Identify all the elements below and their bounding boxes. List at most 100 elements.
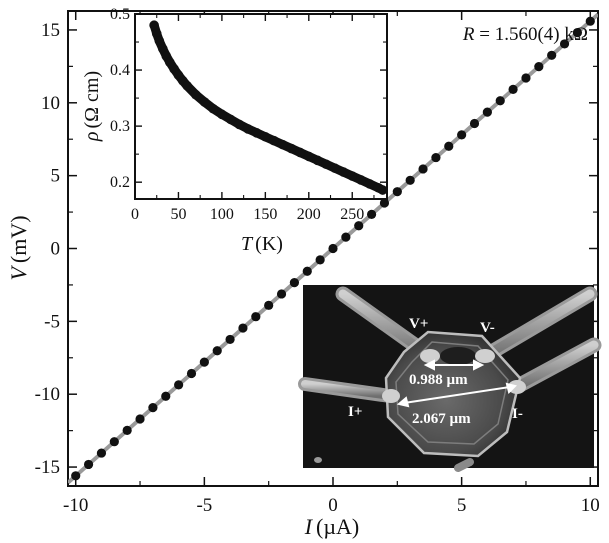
data-point (83, 459, 94, 470)
inset-y-tick-label: 0.5 (110, 6, 130, 23)
y-tick-label: -5 (44, 311, 60, 332)
data-point (122, 425, 132, 435)
x-tick-label: 10 (581, 495, 600, 516)
label-v-plus: V+ (409, 316, 428, 332)
inset-x-tick-label: 150 (253, 206, 277, 223)
inset-y-tick-label: 0.4 (110, 62, 130, 79)
inset-data-point (260, 131, 271, 142)
data-point (559, 39, 570, 49)
data-point (212, 346, 222, 356)
x-tick-label: -5 (196, 495, 212, 516)
y-tick-label: 5 (51, 166, 61, 187)
inset-data-point (364, 179, 375, 189)
x-tick-label: 0 (328, 495, 338, 516)
inset-data-point (321, 159, 331, 170)
data-point (469, 118, 480, 129)
inset-y-axis-unit: (Ω cm) (81, 71, 103, 129)
y-tick-label: -10 (35, 384, 60, 405)
distance-arrow-outer (396, 382, 517, 408)
inset-axis-ticks (134, 13, 387, 199)
main-y-tick-labels: -15 -10 -5 0 5 10 15 (35, 20, 60, 478)
inset-data-point (182, 80, 192, 91)
data-point (482, 107, 492, 117)
inset-x-tick-label: 0 (131, 206, 139, 223)
inset-y-tick-labels: 0.2 0.3 0.4 0.5 (110, 6, 130, 191)
inset-data-point (191, 89, 201, 100)
data-point (354, 221, 364, 231)
inset-y-axis-symbol: ρ (81, 132, 103, 143)
y-tick-label: 10 (41, 93, 60, 114)
x-axis-unit: (µA) (316, 514, 359, 539)
data-point (534, 62, 544, 72)
data-point (199, 357, 209, 367)
label-outer-distance: 2.067 µm (412, 411, 471, 427)
y-axis-unit: (mV) (6, 215, 31, 263)
data-point (264, 300, 274, 310)
resistance-annotation: R = 1.560(4) kΩ (462, 24, 588, 45)
data-point (276, 289, 287, 299)
data-point (148, 403, 158, 413)
inset-data-point (251, 128, 262, 138)
inset-x-tick-label: 50 (170, 206, 186, 223)
inset-data-point (330, 163, 340, 173)
data-point (302, 266, 312, 276)
inset-x-axis-unit: (K) (255, 233, 283, 255)
data-point (457, 130, 467, 140)
data-point (251, 312, 261, 322)
data-point (328, 243, 338, 254)
inset-data-point (277, 139, 288, 150)
label-i-minus: I- (512, 406, 523, 422)
inset-data-point (295, 147, 305, 158)
inset-data-point (151, 28, 162, 39)
label-inner-distance: 0.988 µm (409, 372, 468, 388)
inset-data-point (149, 20, 159, 31)
inset-data-point (377, 185, 387, 195)
inset-data-point (217, 109, 227, 120)
data-point (444, 141, 454, 151)
data-point (405, 175, 415, 185)
data-point (135, 414, 145, 424)
inset-x-axis-symbol: T (241, 233, 254, 255)
inset-data-point (303, 151, 314, 162)
data-point (572, 27, 583, 38)
distance-arrow-inner (423, 359, 485, 371)
main-x-tick-labels: -10 -5 0 5 10 (63, 495, 600, 516)
y-tick-label: 15 (41, 20, 60, 41)
data-point (225, 334, 235, 345)
inset-y-tick-label: 0.2 (110, 174, 130, 191)
inset-data-point (158, 43, 168, 54)
data-point (174, 380, 184, 390)
y-axis-title: V (mV) (6, 215, 31, 280)
data-point (315, 255, 325, 265)
data-point (289, 277, 300, 288)
data-point (585, 16, 595, 26)
inset-x-tick-label: 200 (297, 206, 321, 223)
contact-wires (298, 286, 602, 472)
label-i-plus: I+ (348, 404, 362, 420)
inset-data-point (234, 119, 245, 130)
inset-data-point (154, 36, 165, 46)
data-point (508, 84, 518, 94)
data-point (96, 448, 107, 458)
x-axis-symbol: I (304, 514, 314, 539)
data-point (161, 391, 171, 401)
inset-x-tick-labels: 0 50 100 150 200 250 (131, 206, 364, 223)
data-point (392, 187, 402, 197)
inset-data-point (286, 143, 297, 154)
x-tick-label: -10 (63, 495, 88, 516)
data-point (418, 164, 428, 174)
data-point (341, 232, 351, 242)
data-point (521, 73, 531, 83)
x-axis-title: I (µA) (304, 514, 360, 539)
data-point (379, 198, 390, 208)
data-point (109, 437, 119, 447)
data-point (238, 323, 248, 333)
inset-data-point (269, 135, 279, 146)
x-tick-label: 5 (457, 495, 467, 516)
inset-data-point (338, 167, 349, 177)
inset-data-point (356, 175, 366, 185)
inset-data-point (243, 124, 253, 134)
inset-x-tick-label: 100 (210, 206, 234, 223)
label-v-minus: V- (480, 320, 495, 336)
